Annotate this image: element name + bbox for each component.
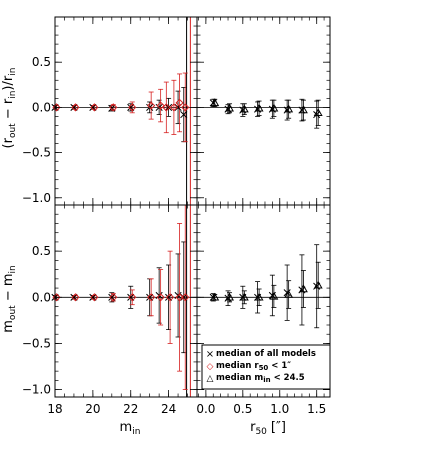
diamond-marker [71,103,80,112]
diamond-marker [156,293,165,302]
y-tick-label: −0.5 [22,146,51,160]
triangle-marker [284,104,294,113]
diamond-marker [156,101,165,110]
triangle-marker [254,103,264,112]
axes [54,16,331,398]
x-tick-label: 0.5 [233,402,252,416]
triangle-marker [298,105,308,114]
y-tick-label: −0.5 [22,336,51,350]
diamond-marker [175,98,184,107]
x-tick-label: 1.0 [270,402,289,416]
y-tick-label: −1.0 [22,383,51,397]
diamond-marker [147,293,156,302]
legend-box [201,344,331,390]
triangle-marker [210,292,220,301]
diamond-marker [128,103,137,112]
data-markers [51,98,323,302]
diamond-marker [90,103,99,112]
reference-lines [55,17,330,397]
diamond-marker [175,293,184,302]
triangle-marker [284,289,294,298]
diamond-marker [52,293,61,302]
panel-frame [54,16,198,206]
triangle-marker [269,291,279,300]
triangle-marker [298,284,308,293]
legend-entry-r50: ◇ median r50 < 1″ [207,361,292,372]
cross-marker [165,103,173,111]
y-tick-label: 0.5 [32,55,51,69]
legend: × median of all models ◇ median r50 < 1″… [201,344,331,390]
right-x-axis-title: r50 [″] [250,420,286,437]
x-tick-label: 18 [47,402,62,416]
diamond-marker [165,293,175,302]
legend-diamond-icon: ◇ [207,362,214,372]
triangle-marker [210,98,220,107]
triangle-marker [239,104,249,113]
diamond-marker [52,103,61,112]
legend-entry-min: △ median min < 24.5 [207,373,305,384]
x-tick-label: 24 [161,402,176,416]
diamond-marker [181,293,190,302]
top-y-axis-title: (rout − rin)/rin [1,68,18,149]
x-tick-label: 22 [123,402,138,416]
diamond-marker [169,103,178,112]
tick-labels: −1.0 −0.5 0.0 0.5 −1.0 −0.5 0.0 0.5 18 20 22 24 0.0 0… [22,55,326,416]
legend-triangle-icon: △ [207,374,214,384]
legend-cross-icon: × [206,349,214,360]
diamond-marker [181,103,190,112]
diamond-marker [128,293,137,302]
cross-marker [313,111,321,119]
legend-label-r50: median r50 < 1″ [216,361,291,372]
y-tick-label: 0.5 [32,244,51,258]
left-x-axis-title: min [120,420,141,437]
triangle-marker [225,292,234,301]
bottom-y-axis-title: mout − min [1,265,18,332]
x-tick-label: 1.5 [307,402,326,416]
cross-marker [180,111,188,119]
triangle-marker [239,292,249,301]
x-tick-label: 0.0 [196,402,215,416]
legend-label-all: median of all models [216,349,316,359]
diamond-marker [162,103,171,112]
panel-frame [196,204,331,398]
triangle-marker [313,108,323,117]
triangle-marker [254,292,264,301]
triangle-marker [313,280,323,289]
triangle-marker [225,103,234,112]
panel-frame [54,204,198,398]
legend-label-min: median min < 24.5 [216,373,305,384]
triangle-marker [269,103,279,112]
diamond-marker [71,293,80,302]
panel-frame [196,16,331,206]
diamond-marker [90,293,99,302]
diamond-marker [109,293,118,302]
y-tick-label: 0.0 [32,290,51,304]
diamond-marker [109,103,118,112]
x-tick-label: 20 [85,402,100,416]
legend-entry-all: × median of all models [206,349,316,360]
y-tick-label: 0.0 [32,100,51,114]
y-tick-label: −1.0 [22,191,51,205]
diamond-marker [147,101,156,110]
